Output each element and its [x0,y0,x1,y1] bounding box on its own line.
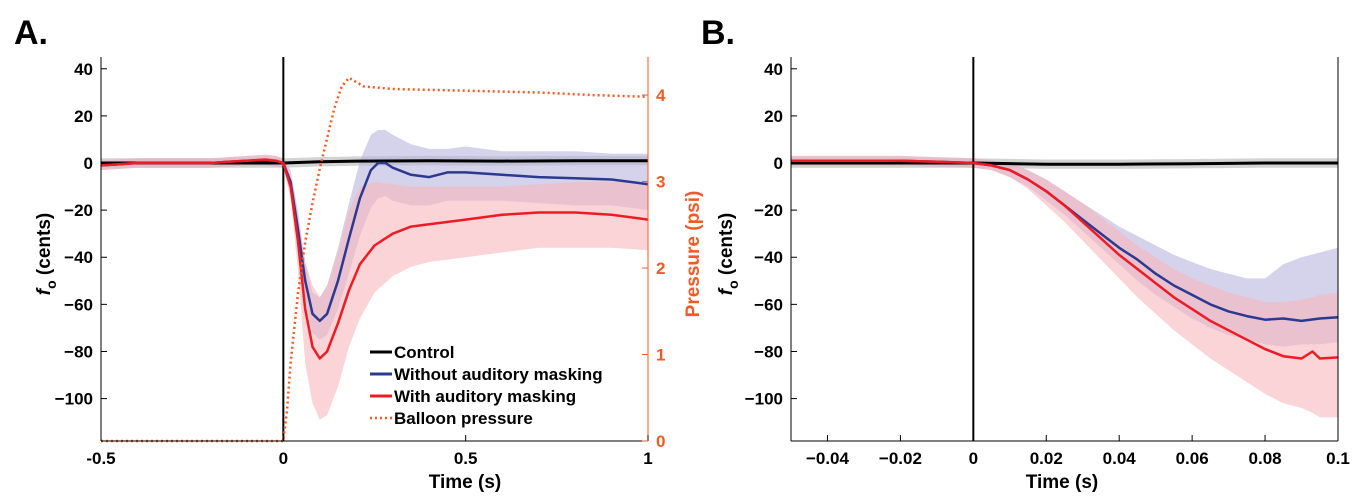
b-ytick-label: −60 [754,295,783,314]
panel-a-ylabel: fo (cents) [34,213,59,295]
a-xtick-label: 0 [279,449,288,468]
a-y2tick-label: 3 [656,173,665,192]
legend-label: Control [394,343,454,362]
panel-b-xlabel: Time (s) [1026,472,1099,493]
b-xtick-label: 0.06 [1176,449,1209,468]
a-y2tick-label: 2 [656,259,665,278]
a-ytick-label: 40 [74,60,93,79]
panel-a-legend: Control Without auditory masking With audi… [370,343,603,428]
a-ytick-label: −20 [64,201,93,220]
a-xtick-label: 1 [643,449,652,468]
legend-label: Balloon pressure [394,409,533,428]
b-ytick-label: −40 [754,248,783,267]
panel-a-y2label: Pressure (psi) [683,191,704,318]
panel-b-letter: B. [701,14,735,52]
a-y2tick-label: 0 [656,432,665,451]
panel-b-bands [791,155,1338,418]
b-ytick-label: 40 [764,60,783,79]
panel-a-lines [100,57,649,443]
a-series-3 [101,76,649,443]
a-ytick-label: 20 [74,107,93,126]
a-ytick-label: −60 [64,295,93,314]
b-xtick-label: −0.04 [806,449,850,468]
legend-label: Without auditory masking [394,365,603,384]
b-series-0 [791,161,1338,166]
b-ytick-label: −20 [754,201,783,220]
b-series-2 [791,159,1339,360]
a-ytick-label: 0 [84,154,93,173]
a-ytick-label: −100 [55,390,93,409]
b-xtick-label: −0.02 [879,449,922,468]
b-ytick-label: 20 [764,107,783,126]
b-ytick-label: −80 [754,342,783,361]
b-ytick-label: 0 [774,154,783,173]
panel-b-lines [791,57,1339,441]
a-xtick-label: 0.5 [454,449,478,468]
a-y2tick-label: 1 [656,346,665,365]
a-band-2 [101,154,648,420]
b-xtick-label: 0.02 [1030,449,1063,468]
panel-a-letter: A. [14,14,48,52]
a-ytick-label: −40 [64,248,93,267]
a-xtick-label: -0.5 [86,449,115,468]
a-band-1 [101,130,648,340]
b-xtick-label: 0.08 [1249,449,1282,468]
a-series-2 [100,158,649,360]
panel-b: 40 20 0 −20 −40 −60 −80 −100 −0.04 −0.02 0 0.02 0.04… [745,57,1350,468]
panel-a-xlabel: Time (s) [429,472,502,493]
panel-b-axes: 40 20 0 −20 −40 −60 −80 −100 −0.04 −0.02 0 0.02 0.04… [745,57,1350,468]
b-xtick-label: 0.1 [1326,449,1350,468]
a-ytick-label: −80 [64,342,93,361]
b-xtick-label: 0 [969,449,978,468]
b-xtick-label: 0.04 [1103,449,1137,468]
b-band-2 [791,155,1338,418]
b-ytick-label: −100 [745,390,783,409]
legend-label: With auditory masking [394,387,576,406]
a-y2tick-label: 4 [656,86,666,105]
panel-b-ylabel: fo (cents) [716,213,741,295]
